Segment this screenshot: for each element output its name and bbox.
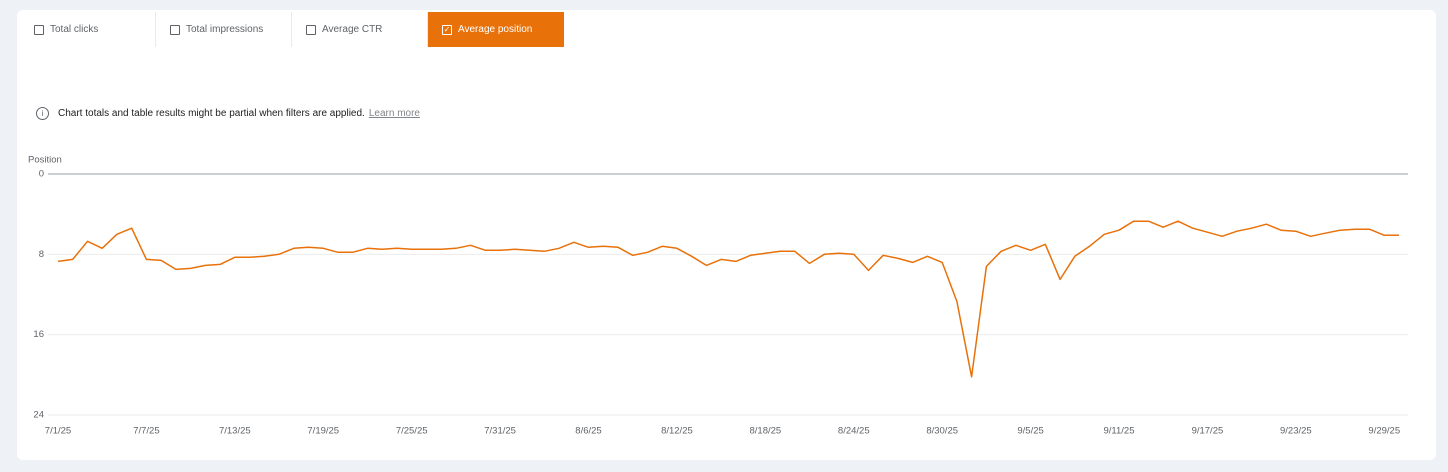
- filter-notice: i Chart totals and table results might b…: [36, 107, 420, 120]
- y-axis-title: Position: [28, 155, 62, 166]
- metric-tab[interactable]: Average CTR: [292, 12, 428, 47]
- x-tick-label: 9/17/25: [1192, 426, 1224, 437]
- x-tick-label: 8/18/25: [749, 426, 781, 437]
- x-tick-label: 9/29/25: [1368, 426, 1400, 437]
- checkbox[interactable]: ✓: [442, 24, 452, 35]
- x-tick-label: 7/7/25: [133, 426, 159, 437]
- metric-tab[interactable]: Total clicks: [20, 12, 156, 47]
- performance-card: Total clicks Total impressions Average CTR…: [17, 10, 1436, 460]
- x-tick-label: 7/25/25: [396, 426, 428, 437]
- y-tick-label: 8: [39, 249, 44, 260]
- metric-tab[interactable]: ✓ Average position: [428, 12, 564, 47]
- y-tick-label: 24: [33, 410, 44, 421]
- tab-label: Total clicks: [50, 24, 99, 35]
- checkbox[interactable]: [170, 24, 180, 35]
- y-tick-label: 16: [33, 329, 44, 340]
- tab-label: Average CTR: [322, 24, 383, 35]
- x-tick-label: 7/19/25: [307, 426, 339, 437]
- x-tick-label: 9/5/25: [1017, 426, 1043, 437]
- position-line: [57, 220, 1399, 378]
- x-tick-label: 7/1/25: [45, 426, 71, 437]
- notice-text: Chart totals and table results might be …: [58, 108, 365, 119]
- x-tick-label: 8/30/25: [926, 426, 958, 437]
- metric-tab[interactable]: Total impressions: [156, 12, 292, 47]
- learn-more-link[interactable]: Learn more: [368, 108, 420, 119]
- x-tick-label: 9/23/25: [1280, 426, 1312, 437]
- x-tick-label: 9/11/25: [1104, 426, 1135, 437]
- y-tick-label: 0: [39, 169, 44, 180]
- tab-label: Total impressions: [186, 24, 264, 35]
- x-tick-label: 7/13/25: [219, 426, 251, 437]
- x-tick-label: 8/12/25: [661, 426, 693, 437]
- info-icon: i: [36, 107, 49, 120]
- checkbox[interactable]: [306, 24, 316, 35]
- x-tick-label: 7/31/25: [484, 426, 516, 437]
- x-tick-label: 8/6/25: [575, 426, 601, 437]
- metric-tabs: Total clicks Total impressions Average CTR…: [20, 12, 564, 47]
- x-tick-label: 8/24/25: [838, 426, 870, 437]
- tab-label: Average position: [458, 24, 533, 35]
- checkbox[interactable]: [34, 24, 44, 35]
